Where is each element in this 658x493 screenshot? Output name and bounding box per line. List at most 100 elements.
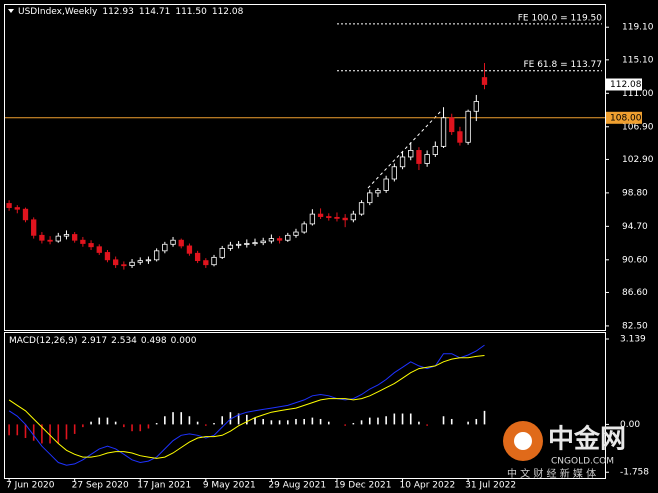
candle-body xyxy=(170,239,176,245)
candle-body xyxy=(449,117,455,133)
candle-body xyxy=(301,223,307,233)
candle-body xyxy=(465,110,471,143)
candle-body xyxy=(219,247,225,258)
candle-body xyxy=(260,240,266,244)
candle-body xyxy=(317,213,324,217)
candle-body xyxy=(194,252,201,262)
candle-body xyxy=(162,243,168,252)
watermark: 中金网 CNGOLD.COM 中 文 财 经 新 媒 体 xyxy=(503,421,626,480)
candle-body xyxy=(137,260,143,263)
candle-body xyxy=(350,213,357,221)
macd-title: MACD(12,26,9) xyxy=(9,336,77,346)
candle-body xyxy=(211,256,217,266)
x-tick-label: 31 Jul 2022 xyxy=(465,481,516,491)
price-box xyxy=(606,78,642,91)
candle-body xyxy=(293,231,299,236)
candle-body xyxy=(358,202,365,215)
candle-body xyxy=(129,261,135,266)
y-tick-label: 106.90 xyxy=(622,122,654,132)
candle-body xyxy=(326,216,332,218)
candle-body xyxy=(334,216,340,219)
logo-inner xyxy=(514,432,532,450)
candle-body xyxy=(399,156,406,168)
candle-body xyxy=(457,131,463,143)
x-tick-label: 7 Jun 2020 xyxy=(6,481,55,491)
y-tick-label: 102.90 xyxy=(622,155,654,165)
candle-body xyxy=(186,245,193,254)
price-label: 112.08 xyxy=(610,80,642,90)
candle-body xyxy=(375,190,381,194)
macd-tick-label: 3.139 xyxy=(620,335,646,345)
candle-body xyxy=(14,207,20,210)
candle-body xyxy=(47,239,53,242)
candle-body xyxy=(39,234,45,241)
candle-body xyxy=(342,217,348,221)
candle-body xyxy=(227,244,234,249)
chart-header: USDIndex,Weekly 112.93 114.71 111.50 112.08 xyxy=(18,7,244,17)
symbol: USDIndex,Weekly xyxy=(18,7,98,17)
logo-name: 中金网 xyxy=(548,424,626,455)
candle-body xyxy=(88,243,94,248)
candle-body xyxy=(276,238,283,241)
candle-body xyxy=(80,239,86,244)
macd-reading: 0.000 xyxy=(171,336,197,346)
candle-body xyxy=(113,259,119,266)
candle-body xyxy=(285,234,291,241)
x-tick-label: 19 Dec 2021 xyxy=(334,481,392,491)
menu-arrow[interactable] xyxy=(8,9,14,13)
candle-body xyxy=(63,234,70,237)
ohlc-value: 111.50 xyxy=(175,7,207,17)
logo-site: CNGOLD.COM xyxy=(551,457,614,467)
macd-reading: 2.534 xyxy=(111,336,137,346)
candle-body xyxy=(96,246,102,253)
candle-body xyxy=(268,238,275,242)
y-tick-label: 90.60 xyxy=(622,255,648,265)
ohlc-value: 112.93 xyxy=(102,7,134,17)
ohlc-value: 112.08 xyxy=(212,7,244,17)
candle-body xyxy=(424,154,430,164)
y-tick-label: 82.50 xyxy=(622,321,648,331)
support-box xyxy=(606,111,642,124)
x-tick-label: 27 Sep 2020 xyxy=(72,481,129,491)
candle-body xyxy=(440,117,447,147)
y-tick-label: 94.70 xyxy=(622,222,648,232)
macd-reading: 2.917 xyxy=(81,336,107,346)
macd-tick-label: 0.00 xyxy=(620,420,640,430)
candle-body xyxy=(72,234,78,241)
candle-body xyxy=(203,260,209,266)
support-label: 108.00 xyxy=(610,113,642,123)
candle-body xyxy=(309,213,316,225)
y-tick-label: 86.60 xyxy=(622,288,648,298)
candle-body xyxy=(367,192,373,204)
x-tick-label: 29 Aug 2021 xyxy=(268,481,326,491)
x-tick-label: 17 Jan 2021 xyxy=(137,481,191,491)
fe-label: FE 61.8 = 113.77 xyxy=(523,60,602,70)
candle-body xyxy=(244,243,250,245)
candle-body xyxy=(145,259,152,262)
candle-body xyxy=(178,239,184,247)
candle-body xyxy=(383,178,389,191)
macd-line xyxy=(8,344,485,466)
fe-label: FE 100.0 = 119.50 xyxy=(518,13,603,23)
main-frame xyxy=(4,4,606,331)
candle-body xyxy=(55,235,61,242)
candle-body xyxy=(153,250,160,261)
candle-body xyxy=(432,145,438,155)
macd-line xyxy=(8,355,485,459)
x-tick-label: 10 Apr 2022 xyxy=(400,481,456,491)
candle-body xyxy=(481,77,488,85)
macd-tick-label: -1.758 xyxy=(620,468,649,478)
macd-frame xyxy=(4,332,606,479)
candle-body xyxy=(252,242,258,245)
candle-body xyxy=(391,166,397,180)
x-tick-label: 9 May 2021 xyxy=(203,481,256,491)
candle-body xyxy=(235,243,242,246)
ohlc-value: 114.71 xyxy=(139,7,171,17)
y-tick-label: 115.10 xyxy=(622,55,654,65)
candle-body xyxy=(408,150,414,158)
candle-body xyxy=(416,150,422,164)
candle-body xyxy=(6,203,12,208)
candle-body xyxy=(31,219,37,236)
macd-header: MACD(12,26,9) 2.917 2.534 0.498 0.000 xyxy=(9,336,197,346)
candle-body xyxy=(473,101,479,112)
